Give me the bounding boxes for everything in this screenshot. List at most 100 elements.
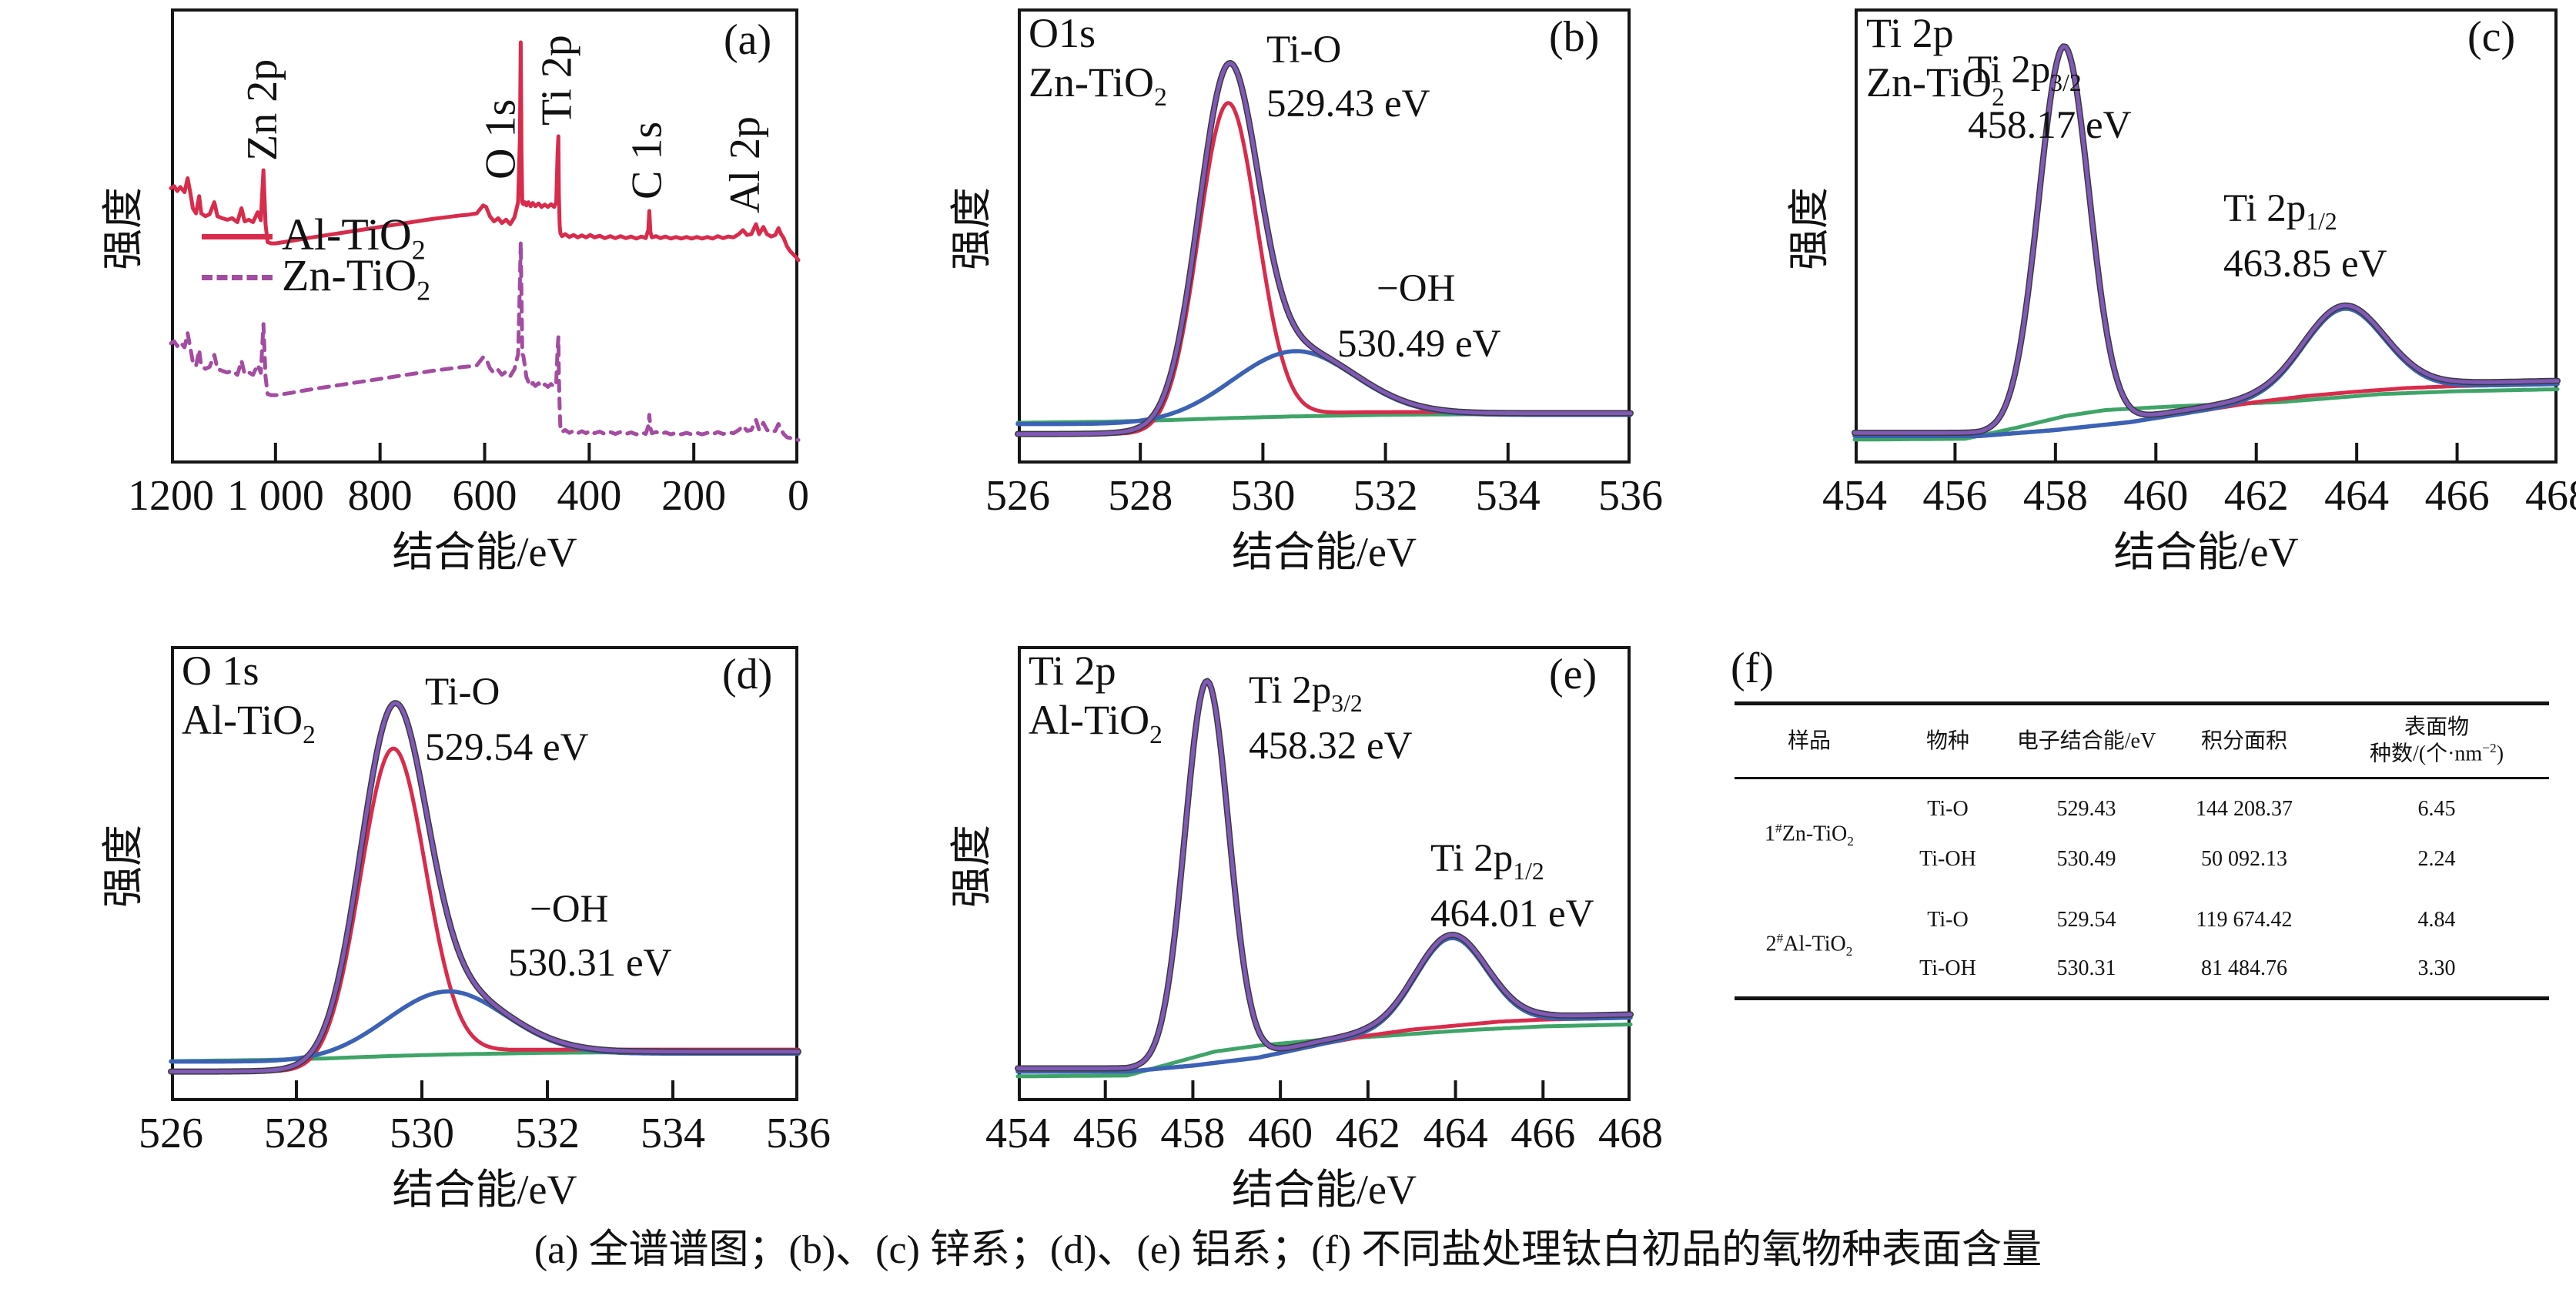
plot-frame (1855, 8, 2558, 464)
table-cell: 144 208.37 (2196, 797, 2293, 821)
legend-line-zn (202, 275, 273, 280)
tick-label: 454 (985, 1110, 1050, 1157)
table-cell: 4.84 (2417, 908, 2456, 932)
tick-label: 0 (788, 472, 809, 520)
table-header-sample: 样品 (1787, 729, 1831, 753)
table-header-density: 表面物 种数/(个·nm−2) (2333, 715, 2541, 767)
peak-value-d-tio: 529.54 eV (425, 726, 589, 769)
legend-label-al: Al-TiO2 (282, 209, 426, 266)
tick-label: 466 (2424, 472, 2490, 520)
tick-label: 456 (1072, 1110, 1138, 1157)
plot-frame (171, 8, 798, 464)
xlabel-c: 结合能/eV (2113, 529, 2299, 575)
tick-label: 530 (390, 1110, 454, 1157)
panel-b-region: O1s (1029, 10, 1096, 56)
tick-label: 526 (139, 1110, 203, 1157)
tick-label: 468 (1598, 1110, 1663, 1157)
tick-label: 532 (515, 1110, 580, 1157)
ylabel-d: 强度 (100, 825, 146, 908)
xlabel-a: 结合能/eV (392, 529, 577, 575)
panel-e-region: Ti 2p (1029, 648, 1116, 694)
tick-label: 456 (1922, 472, 1988, 520)
panel-c-region: Ti 2p (1866, 10, 1954, 56)
plot-frame (1018, 8, 1631, 464)
curve (1852, 306, 2560, 438)
curve (169, 40, 801, 263)
curve (1015, 61, 1633, 437)
tick-label: 458 (1160, 1110, 1226, 1157)
tick-label: 460 (2123, 472, 2189, 520)
tick-label: 454 (1822, 472, 1887, 520)
curve (169, 240, 801, 442)
peak-value-c-ti2p12: 463.85 eV (2223, 243, 2387, 286)
table-header-density-line1: 表面物 (2404, 715, 2469, 739)
panel-letter-a: (a) (724, 16, 772, 64)
table-row: Ti-OH (1919, 956, 1976, 980)
ylabel-a: 强度 (100, 187, 146, 270)
peak-label-b-tio: Ti-O (1266, 28, 1342, 72)
o1s-al-chart (168, 646, 801, 1101)
element-peak-label: Al 2p (721, 116, 769, 213)
panel-c-sample: Zn-TiO2 (1866, 59, 2005, 112)
peak-label-c-ti2p12: Ti 2p1/2 (2223, 187, 2337, 236)
curve (169, 746, 801, 1074)
curve (1015, 101, 1633, 437)
panel-letter-d: (d) (722, 651, 773, 698)
tick-label: 462 (1335, 1110, 1400, 1157)
tick-label: 462 (2223, 472, 2289, 520)
curve (1852, 44, 2560, 435)
table-row: Ti-O (1927, 908, 1969, 932)
panel-letter-c: (c) (2467, 13, 2516, 61)
tick-label: 536 (766, 1110, 831, 1157)
legend-label-zn: Zn-TiO2 (282, 250, 431, 306)
table-bottom-rule (1735, 996, 2549, 1000)
tick-label: 534 (641, 1110, 705, 1157)
legend-line-al (202, 234, 273, 239)
xlabel-b: 结合能/eV (1232, 529, 1417, 575)
table-cell: 119 674.42 (2196, 908, 2293, 932)
table-header-species: 物种 (1925, 729, 1969, 753)
tick-label: 1 000 (226, 472, 324, 520)
element-peak-label: Zn 2p (239, 59, 286, 161)
ti2p-zn-chart (1852, 8, 2561, 464)
peak-value-b-oh: 530.49 eV (1337, 323, 1501, 366)
tick-label: 528 (264, 1110, 329, 1157)
tick-label: 464 (2324, 472, 2390, 520)
plot-frame (1018, 646, 1631, 1101)
peak-value-b-tio: 529.43 eV (1266, 82, 1430, 126)
panel-d-sample: Al-TiO2 (182, 697, 316, 749)
tick-label: 200 (661, 472, 727, 520)
tick-label: 458 (2022, 472, 2088, 520)
peak-label-c-ti2p32: Ti 2p3/2 (1968, 49, 2082, 97)
curve (1015, 679, 1633, 1070)
xlabel-e: 结合能/eV (1232, 1167, 1417, 1213)
table-header-density-line2: 种数/(个·nm−2) (2369, 740, 2504, 765)
tick-label: 600 (452, 472, 517, 520)
table-cell: 529.54 (2056, 908, 2116, 932)
tick-label: 526 (985, 472, 1050, 520)
ylabel-b: 强度 (948, 187, 995, 270)
figure-caption: (a) 全谱谱图；(b)、(c) 锌系；(d)、(e) 铝系；(f) 不同盐处理… (534, 1228, 2042, 1272)
element-peak-label: O 1s (477, 99, 524, 179)
peak-value-d-oh: 530.31 eV (508, 942, 672, 985)
table-header-binding-energy: 电子结合能/eV (2016, 729, 2156, 753)
ylabel-c: 强度 (1786, 187, 1832, 270)
table-row: Ti-O (1927, 797, 1969, 821)
curve (169, 701, 801, 1074)
tick-label: 528 (1108, 472, 1173, 520)
tick-label: 468 (2525, 472, 2576, 520)
table-cell: 3.30 (2417, 956, 2456, 980)
tick-label: 464 (1423, 1110, 1488, 1157)
table-top-rule (1735, 701, 2549, 705)
table-row: Ti-OH (1919, 847, 1976, 871)
table-cell: 50 092.13 (2201, 847, 2287, 871)
table-group-al: 2#Al-TiO2 (1765, 931, 1853, 959)
peak-label-e-ti2p12: Ti 2p1/2 (1430, 837, 1544, 886)
tick-label: 400 (557, 472, 622, 520)
element-peak-label: Ti 2p (533, 35, 580, 126)
ti2p-al-chart (1015, 646, 1634, 1101)
xlabel-d: 结合能/eV (392, 1167, 577, 1213)
panel-letter-f: (f) (1731, 644, 1774, 692)
table-group-zn: 1#Zn-TiO2 (1765, 821, 1854, 849)
